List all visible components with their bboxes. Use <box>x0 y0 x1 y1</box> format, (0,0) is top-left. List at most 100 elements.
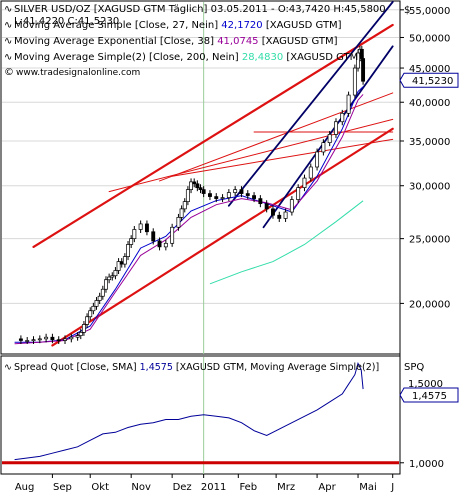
price-candle-body <box>296 187 301 200</box>
price-candle-body <box>252 195 257 199</box>
legend-marker-1: ∿ <box>4 20 12 31</box>
price-candle <box>107 273 112 284</box>
price-candle-body <box>289 199 294 213</box>
price-candle <box>94 297 99 310</box>
price-tick-label-4: 35,0000 <box>409 137 450 148</box>
price-candle <box>25 337 30 345</box>
price-candle-body <box>56 339 61 342</box>
price-candle-body <box>192 181 197 185</box>
x-tick-label-2: Okt <box>91 482 109 493</box>
price-candle-body <box>69 336 74 340</box>
spread-legend: ∿ Spread Quot [Close, SMA] 1,4575 [XAGUS… <box>4 362 379 373</box>
legend-marker-2: ∿ <box>4 36 12 47</box>
price-candle <box>179 205 184 221</box>
legend-ma-simple-value: 42,1720 <box>221 20 262 31</box>
trendline-red-thin-3 <box>171 138 394 177</box>
legend-marker-3: ∿ <box>4 52 12 63</box>
price-candle-body <box>220 197 225 199</box>
price-candle <box>116 258 121 275</box>
price-candle <box>132 226 137 243</box>
price-panel-frame <box>0 0 401 355</box>
price-candle-body <box>308 166 313 179</box>
x-tick-label-6: Feb <box>239 482 257 493</box>
price-candle-body <box>226 192 231 198</box>
x-tick-label-5: 2011 <box>201 482 226 493</box>
price-candle-body <box>94 300 99 307</box>
price-candle <box>189 178 193 194</box>
price-candle <box>88 307 93 321</box>
price-candle-body <box>78 332 83 336</box>
price-candle-body <box>126 244 130 257</box>
price-candle <box>361 55 366 85</box>
ma-simple-200-line <box>209 200 364 285</box>
price-candle <box>277 211 282 222</box>
price-candle-body <box>110 275 115 278</box>
price-candle-body <box>91 305 96 312</box>
price-candle-body <box>129 238 134 245</box>
spread-tick-hidden: 1,5000 <box>408 379 443 390</box>
price-candle <box>138 220 143 233</box>
legend-ma-exp: Moving Average Exponential [Close, 38] 4… <box>14 36 338 47</box>
price-tick-label-7: 20,0000 <box>409 299 450 310</box>
x-tick-label-1: Sep <box>53 482 72 493</box>
price-candle-body <box>277 214 282 219</box>
price-candle-body <box>258 198 263 205</box>
price-candle-body <box>25 340 30 342</box>
price-candle-body <box>198 187 203 190</box>
copyright-icon: © <box>4 67 14 78</box>
price-candle <box>239 186 244 198</box>
price-candle <box>334 118 338 138</box>
x-tick-label-7: Mrz <box>277 482 295 493</box>
price-candle-body <box>122 256 127 265</box>
price-candle-body <box>340 112 345 123</box>
price-candle-body <box>189 181 193 190</box>
grid-layer <box>2 2 399 474</box>
price-candle-body <box>176 217 181 228</box>
trendline-red-channel-lower <box>51 127 394 347</box>
trendline-red-channel-upper <box>32 23 394 248</box>
price-candle <box>110 272 115 281</box>
price-candle <box>81 320 86 336</box>
x-tick-label-4: Dez <box>173 482 192 493</box>
price-candle-body <box>119 261 124 265</box>
axis-layer: 55,0000 50,0000 45,0000 40,0000 35,0000 30,00… <box>15 6 451 493</box>
spread-legend-marker: ∿ <box>4 362 12 373</box>
price-candle-body <box>239 189 244 194</box>
price-candle <box>69 333 74 343</box>
price-candle <box>129 235 134 249</box>
price-candle <box>346 91 351 117</box>
price-last-value: 41,5230 <box>412 76 453 87</box>
price-candle <box>308 163 313 182</box>
price-candle <box>56 336 61 345</box>
spread-legend-value: 1,4575 <box>140 362 173 373</box>
spread-legend-text: Spread Quot [Close, SMA] 1,4575 [XAGUSD … <box>14 362 379 373</box>
price-candle-body <box>104 279 108 290</box>
price-tick-label-3: 40,0000 <box>409 98 450 109</box>
price-candle <box>245 190 250 200</box>
price-candle-body <box>18 338 23 341</box>
legend-ma-simple: Moving Average Simple [Close, 27, Nein] … <box>14 20 342 31</box>
legend-line-0b: L:41,4220 C:41,5230 <box>14 16 119 27</box>
price-candle <box>170 223 175 247</box>
price-candle-body <box>233 189 238 193</box>
price-candle-body <box>201 189 206 194</box>
price-candle <box>63 335 67 345</box>
price-candle <box>296 184 301 204</box>
trendlines-layer <box>32 1 394 347</box>
x-tick-label-10: J <box>390 482 394 493</box>
price-candle <box>157 237 162 251</box>
trendline-red-thin-1 <box>108 118 394 193</box>
legend-ma-200-value: 28,4830 <box>242 52 283 63</box>
price-axis-symbol: $ <box>404 5 410 16</box>
price-candle <box>113 267 118 280</box>
price-candle <box>192 178 197 188</box>
price-candle <box>75 332 80 341</box>
price-candle <box>315 148 320 171</box>
legend-ma-exp-value: 41,0745 <box>217 36 258 47</box>
price-candle-body <box>327 134 332 143</box>
x-tick-label-9: Mai <box>359 482 377 493</box>
spread-quot-line <box>14 362 364 461</box>
price-candle <box>226 189 231 202</box>
spread-tick-label-0: 1,0000 <box>409 459 444 470</box>
price-candle <box>37 335 42 344</box>
